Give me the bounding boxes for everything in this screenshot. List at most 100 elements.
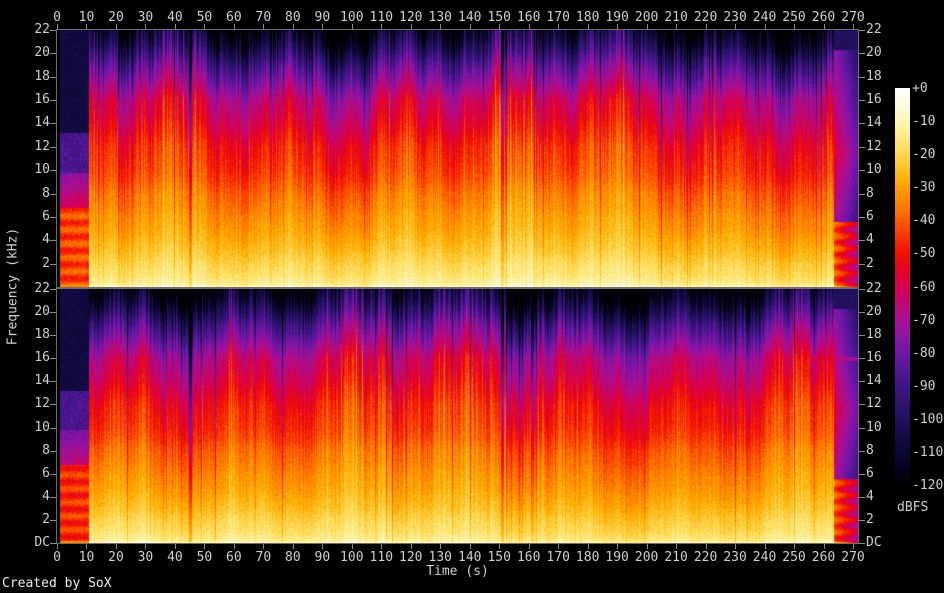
tick-mark xyxy=(499,544,500,549)
time-tick-label: 140 xyxy=(457,550,482,565)
time-tick-label: 230 xyxy=(723,10,747,25)
time-tick-label: 120 xyxy=(399,550,423,565)
time-tick-label: 70 xyxy=(255,550,272,565)
tick-mark xyxy=(440,24,441,29)
frequency-tick-label: 4 xyxy=(866,232,874,248)
frequency-tick-label: 2 xyxy=(866,255,874,271)
colorbar-tick-label: -100 xyxy=(912,411,944,427)
frequency-tick-label: 10 xyxy=(866,419,882,435)
frequency-tick-label: 22 xyxy=(34,281,50,296)
tick-mark xyxy=(647,24,648,29)
tick-mark xyxy=(735,544,736,549)
colorbar-tick-label: -120 xyxy=(912,478,944,493)
frequency-tick-label: 4 xyxy=(866,488,874,504)
frequency-tick-label: 20 xyxy=(34,45,50,61)
time-tick-label: 250 xyxy=(782,10,806,25)
tick-mark xyxy=(859,289,865,290)
time-tick-label: 150 xyxy=(487,550,511,565)
tick-mark xyxy=(322,544,323,549)
time-tick-label: 20 xyxy=(108,10,124,25)
time-tick-label: 250 xyxy=(782,550,806,565)
colorbar-tick-label: -20 xyxy=(912,147,936,163)
tick-mark xyxy=(617,544,618,549)
time-tick-label: 240 xyxy=(752,10,777,25)
frequency-tick-label: 6 xyxy=(42,208,50,224)
frequency-tick-label: 14 xyxy=(866,373,882,389)
tick-mark xyxy=(50,289,56,290)
tick-mark xyxy=(145,544,146,549)
time-tick-label: 80 xyxy=(285,10,301,25)
time-tick-label: 90 xyxy=(314,550,331,565)
frequency-tick-label: 22 xyxy=(866,281,882,296)
time-tick-label: 30 xyxy=(137,10,154,25)
colorbar-tick-label: -10 xyxy=(912,114,936,130)
tick-mark xyxy=(859,30,865,31)
time-tick-label: 0 xyxy=(53,550,61,565)
time-tick-label: 200 xyxy=(634,10,659,25)
tick-mark xyxy=(50,312,56,313)
tick-mark xyxy=(50,194,56,195)
tick-mark xyxy=(470,24,471,29)
tick-mark xyxy=(175,544,176,549)
time-tick-label: 110 xyxy=(369,550,394,565)
tick-mark xyxy=(529,24,530,29)
colorbar-tick-label: -40 xyxy=(912,213,936,229)
tick-mark xyxy=(859,451,865,452)
frequency-tick-label: 14 xyxy=(34,373,50,389)
time-tick-label: 140 xyxy=(457,10,482,25)
tick-mark xyxy=(499,24,500,29)
colorbar-tick-label: -50 xyxy=(912,246,936,262)
frequency-tick-label: 10 xyxy=(34,162,50,178)
time-tick-label: 100 xyxy=(340,10,364,25)
tick-mark xyxy=(794,24,795,29)
frequency-tick-label: DC xyxy=(34,535,50,550)
tick-mark xyxy=(859,77,865,78)
tick-mark xyxy=(50,123,56,124)
tick-mark xyxy=(293,24,294,29)
spectrogram-left-channel xyxy=(56,29,859,288)
tick-mark xyxy=(50,428,56,429)
tick-mark xyxy=(765,544,766,549)
frequency-tick-label: 16 xyxy=(866,350,882,366)
tick-mark xyxy=(50,240,56,241)
tick-mark xyxy=(859,264,865,265)
time-tick-label: 160 xyxy=(516,550,541,565)
frequency-tick-label: 20 xyxy=(866,304,882,320)
tick-mark xyxy=(50,264,56,265)
tick-mark xyxy=(859,497,865,498)
time-tick-label: 260 xyxy=(811,550,836,565)
time-tick-label: 50 xyxy=(196,10,213,25)
tick-mark xyxy=(50,451,56,452)
tick-mark xyxy=(411,544,412,549)
tick-mark xyxy=(50,217,56,218)
frequency-tick-label: 4 xyxy=(42,232,50,248)
tick-mark xyxy=(322,24,323,29)
tick-mark xyxy=(859,474,865,475)
time-tick-label: 190 xyxy=(605,10,629,25)
tick-mark xyxy=(204,544,205,549)
tick-mark xyxy=(352,24,353,29)
colorbar-tick-label: -60 xyxy=(912,279,936,295)
frequency-tick-label: 12 xyxy=(866,138,882,154)
frequency-tick-label: 20 xyxy=(34,304,50,320)
tick-mark xyxy=(853,24,854,29)
frequency-tick-label: 8 xyxy=(42,442,50,458)
tick-mark xyxy=(706,24,707,29)
colorbar-tick-label: -80 xyxy=(912,345,936,361)
time-tick-label: 0 xyxy=(53,10,61,25)
time-tick-label: 180 xyxy=(575,10,600,25)
tick-mark xyxy=(50,30,56,31)
tick-mark xyxy=(706,544,707,549)
spectrogram-right-channel xyxy=(56,288,859,544)
tick-mark xyxy=(263,544,264,549)
frequency-tick-label: 22 xyxy=(866,22,882,37)
tick-mark xyxy=(352,544,353,549)
tick-mark xyxy=(145,24,146,29)
frequency-tick-label: 2 xyxy=(42,511,50,527)
time-tick-label: 10 xyxy=(78,10,95,25)
time-tick-label: 90 xyxy=(314,10,331,25)
tick-mark xyxy=(859,100,865,101)
tick-mark xyxy=(859,404,865,405)
tick-mark xyxy=(50,474,56,475)
